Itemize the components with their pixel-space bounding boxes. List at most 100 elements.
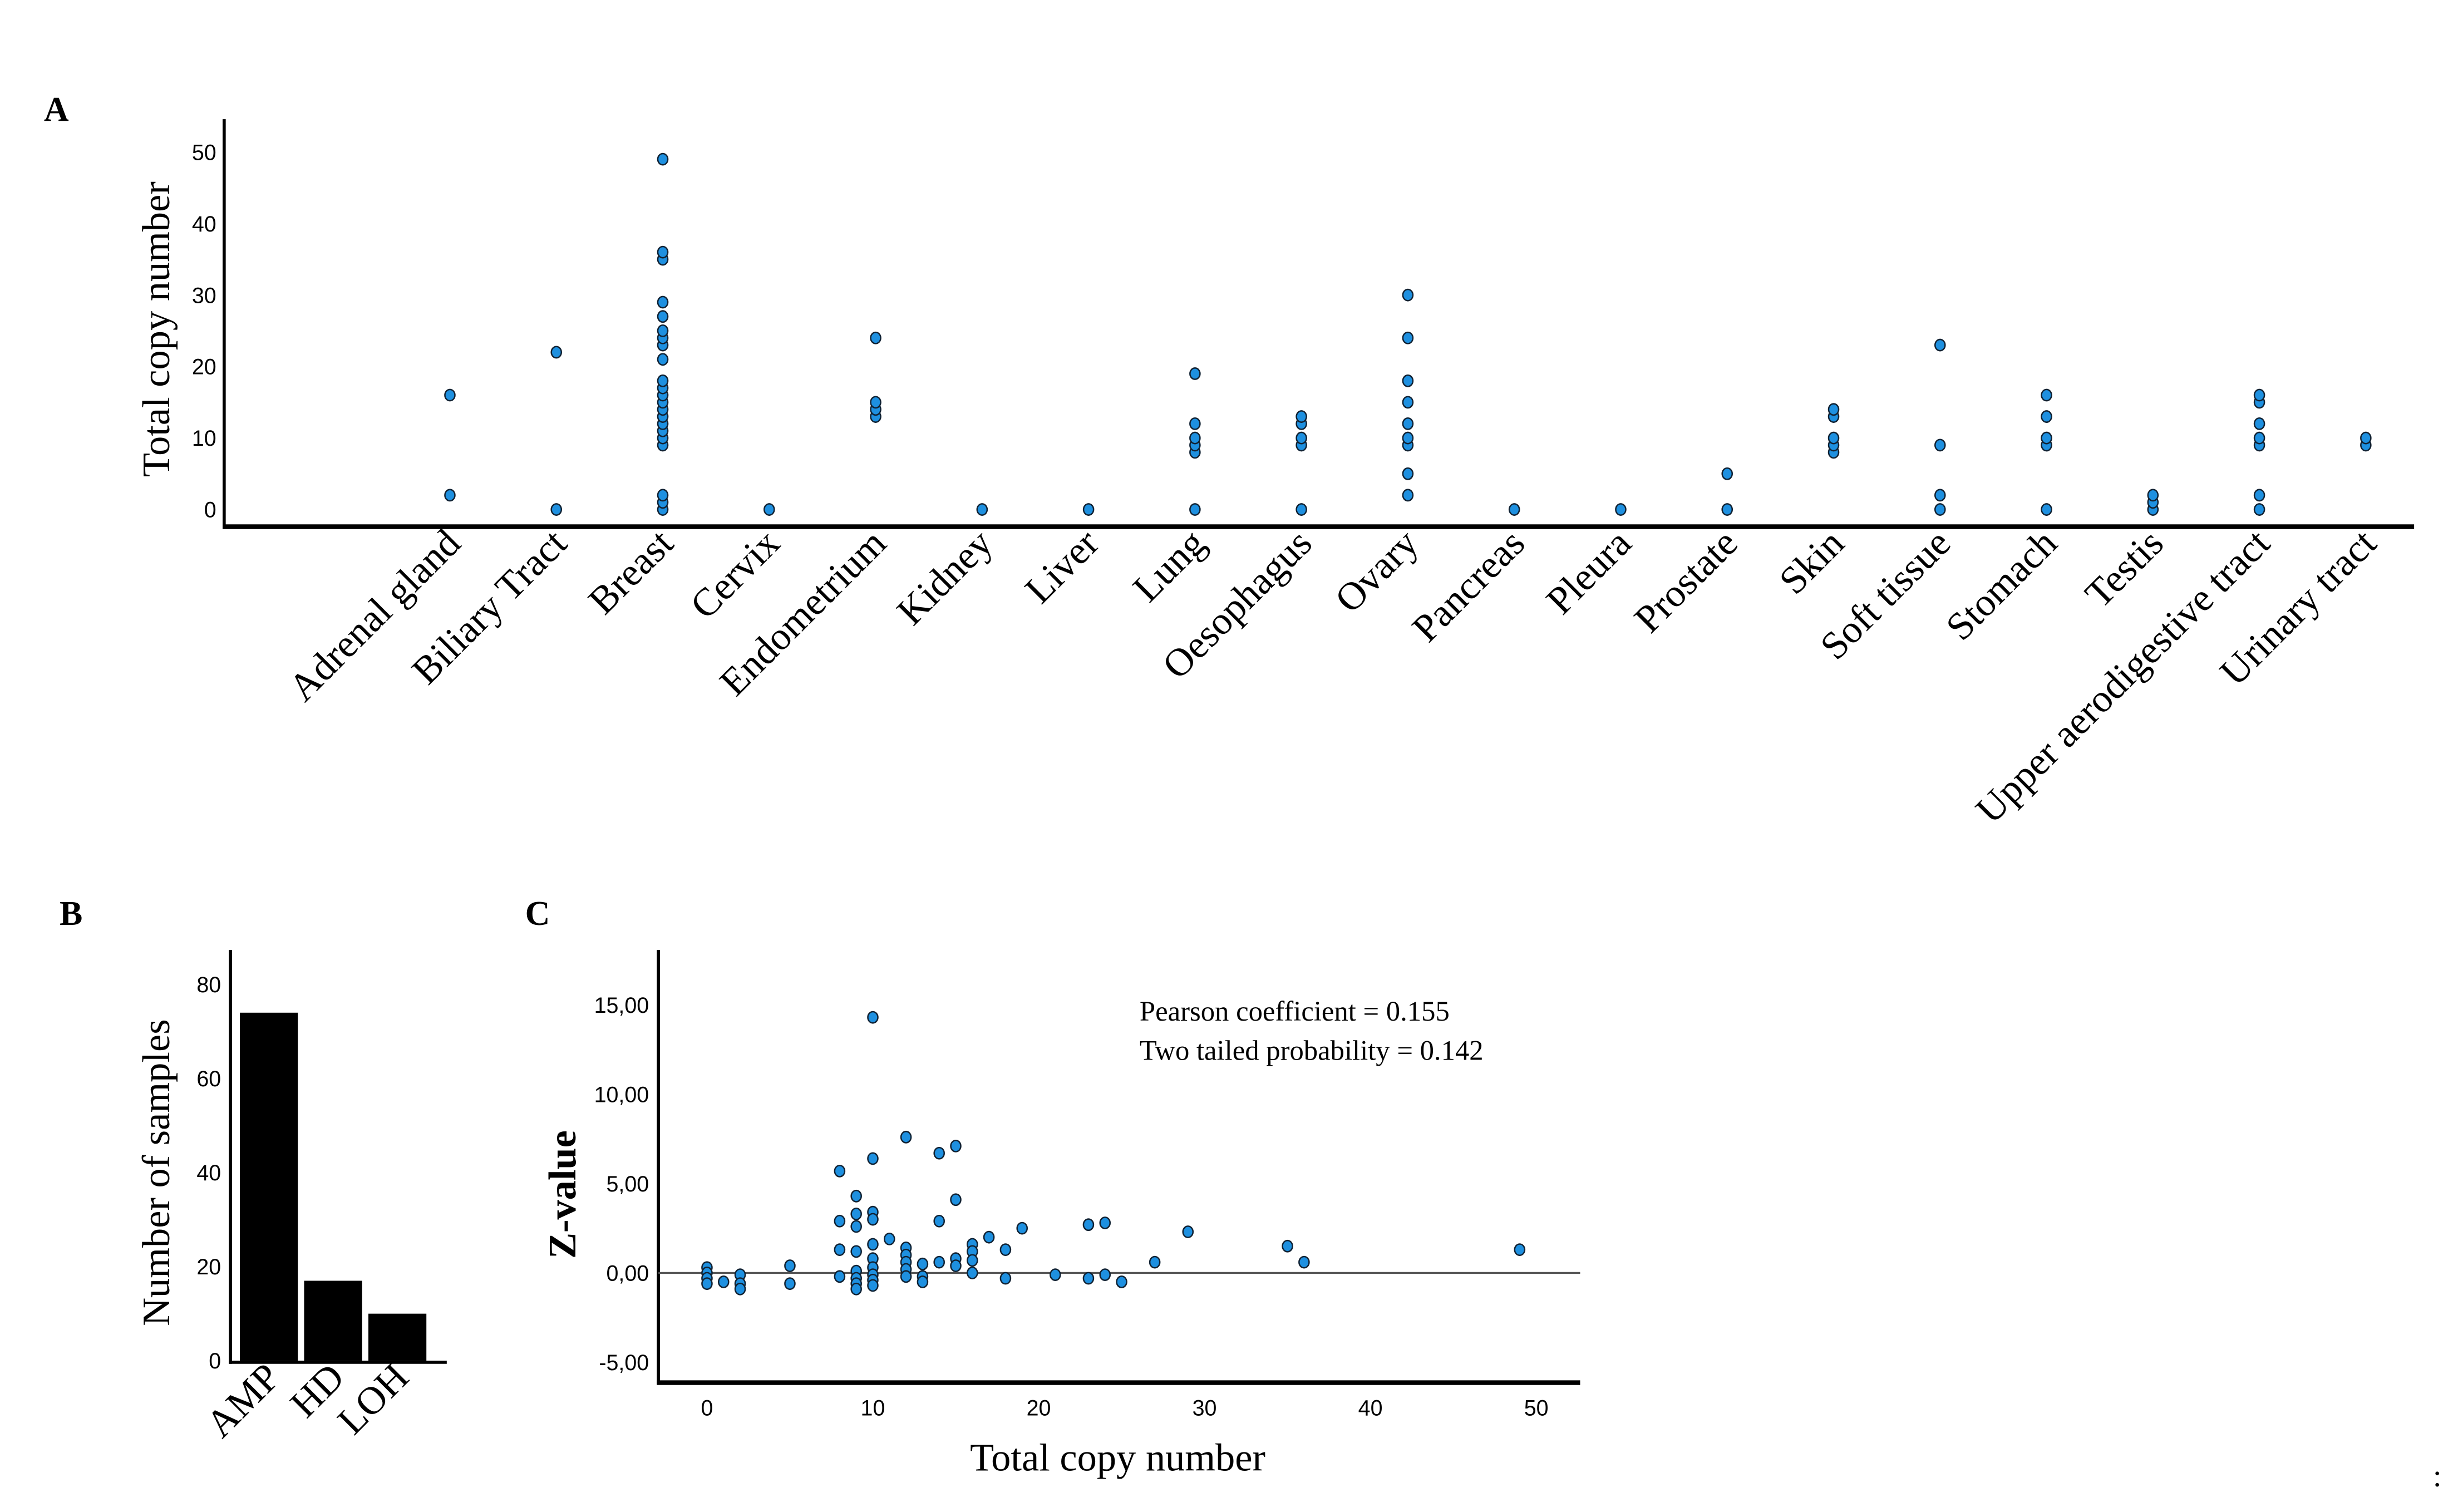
a-data-point bbox=[657, 489, 669, 502]
a-data-point bbox=[870, 331, 881, 344]
a-x-tick-label: Ovary bbox=[1327, 521, 1427, 621]
a-data-point bbox=[1934, 503, 1946, 516]
b-y-tick-label: 0 bbox=[209, 1349, 221, 1373]
b-x-tick-label: LOH bbox=[329, 1355, 417, 1442]
a-data-point bbox=[1721, 503, 1733, 516]
a-data-point bbox=[2253, 503, 2265, 516]
c-data-point bbox=[1082, 1218, 1095, 1232]
a-data-point bbox=[444, 388, 456, 402]
c-data-point bbox=[1082, 1272, 1095, 1285]
c-data-point bbox=[967, 1266, 978, 1279]
a-data-point bbox=[657, 374, 669, 387]
c-data-point bbox=[850, 1220, 862, 1233]
a-data-point bbox=[1189, 367, 1201, 380]
c-data-point bbox=[867, 1213, 879, 1226]
c-y-tick-label: -5,00 bbox=[599, 1351, 649, 1375]
c-data-point bbox=[1016, 1222, 1028, 1235]
a-data-point bbox=[2041, 431, 2052, 445]
c-data-point bbox=[701, 1277, 713, 1291]
c-data-point bbox=[1514, 1243, 1526, 1257]
c-data-point bbox=[850, 1245, 862, 1258]
c-x-tick-label: 0 bbox=[701, 1396, 713, 1421]
c-data-point bbox=[933, 1255, 945, 1269]
c-y-tick-label: 10,00 bbox=[594, 1082, 649, 1107]
a-data-point bbox=[1508, 503, 1520, 516]
c-data-point bbox=[983, 1230, 995, 1244]
a-y-tick-label: 40 bbox=[192, 212, 216, 237]
a-x-tick-label: Skin bbox=[1771, 521, 1852, 602]
b-y-tick-label: 60 bbox=[196, 1067, 221, 1091]
a-data-point bbox=[1402, 331, 1414, 344]
a-data-point bbox=[1296, 410, 1307, 423]
b-y-label: Number of samples bbox=[135, 1019, 178, 1326]
c-data-point bbox=[850, 1189, 862, 1203]
a-data-point bbox=[2041, 410, 2052, 423]
a-data-point bbox=[1402, 374, 1414, 387]
a-data-point bbox=[2253, 431, 2265, 445]
c-data-point bbox=[900, 1270, 912, 1283]
c-data-point bbox=[850, 1208, 862, 1220]
c-y-tick-label: 0,00 bbox=[606, 1261, 649, 1286]
c-data-point bbox=[999, 1272, 1012, 1285]
a-x-tick-label: Prostate bbox=[1626, 521, 1746, 641]
a-data-point bbox=[976, 503, 988, 516]
a-data-point bbox=[1082, 503, 1095, 516]
a-data-point bbox=[2253, 489, 2265, 502]
a-data-point bbox=[657, 324, 669, 337]
c-data-point bbox=[950, 1193, 962, 1206]
a-y-tick-label: 20 bbox=[192, 355, 216, 380]
a-data-point bbox=[1721, 467, 1733, 480]
a-data-point bbox=[1615, 503, 1627, 516]
c-data-point bbox=[933, 1146, 945, 1160]
c-data-point bbox=[950, 1139, 962, 1153]
c-data-point bbox=[834, 1243, 846, 1257]
c-data-point bbox=[717, 1275, 730, 1288]
a-data-point bbox=[1402, 417, 1414, 430]
a-data-point bbox=[1402, 489, 1414, 502]
c-data-point bbox=[867, 1011, 879, 1024]
a-data-point bbox=[1296, 431, 1307, 445]
c-data-point bbox=[1149, 1255, 1161, 1269]
a-data-point bbox=[1934, 439, 1946, 452]
b-bar bbox=[304, 1280, 362, 1361]
c-x-tick-label: 50 bbox=[1524, 1396, 1549, 1421]
c-data-point bbox=[867, 1279, 879, 1292]
a-data-point bbox=[1402, 396, 1414, 409]
a-data-point bbox=[1402, 467, 1414, 480]
a-data-point bbox=[657, 353, 669, 366]
c-data-point bbox=[850, 1282, 862, 1296]
b-y-tick-label: 80 bbox=[196, 973, 221, 997]
c-x-tick-label: 10 bbox=[861, 1396, 885, 1421]
a-x-tick-label: Stomach bbox=[1938, 521, 2065, 648]
c-data-point bbox=[784, 1259, 796, 1272]
c-y-tick-label: 5,00 bbox=[606, 1172, 649, 1196]
a-data-point bbox=[657, 245, 669, 259]
c-x-label: Total copy number bbox=[970, 1436, 1265, 1479]
c-data-point bbox=[967, 1254, 978, 1267]
c-data-point bbox=[900, 1130, 912, 1144]
c-data-point bbox=[1182, 1225, 1194, 1238]
b-y-tick-label: 20 bbox=[196, 1255, 221, 1279]
panel-label-b: B bbox=[60, 895, 82, 933]
c-data-point bbox=[867, 1238, 879, 1251]
c-data-point bbox=[1298, 1255, 1310, 1269]
c-data-point bbox=[884, 1232, 895, 1245]
c-y-label: Z-value bbox=[541, 1130, 584, 1259]
a-x-tick-label: Cervix bbox=[682, 521, 788, 627]
a-data-point bbox=[2041, 503, 2052, 516]
c-x-tick-label: 30 bbox=[1193, 1396, 1217, 1421]
c-data-point bbox=[834, 1214, 846, 1228]
a-x-tick-label: Testis bbox=[2077, 521, 2172, 616]
a-data-point bbox=[1189, 503, 1201, 516]
a-x-tick-label: Pleura bbox=[1538, 521, 1639, 622]
a-data-point bbox=[2360, 431, 2372, 445]
a-data-point bbox=[1934, 338, 1946, 352]
a-data-point bbox=[763, 503, 775, 516]
c-data-point bbox=[1116, 1275, 1127, 1288]
c-data-point bbox=[834, 1270, 846, 1283]
panel-c-chart: Z-value Total copy number Pearson coeffi… bbox=[541, 950, 1580, 1479]
c-data-point bbox=[999, 1243, 1012, 1257]
